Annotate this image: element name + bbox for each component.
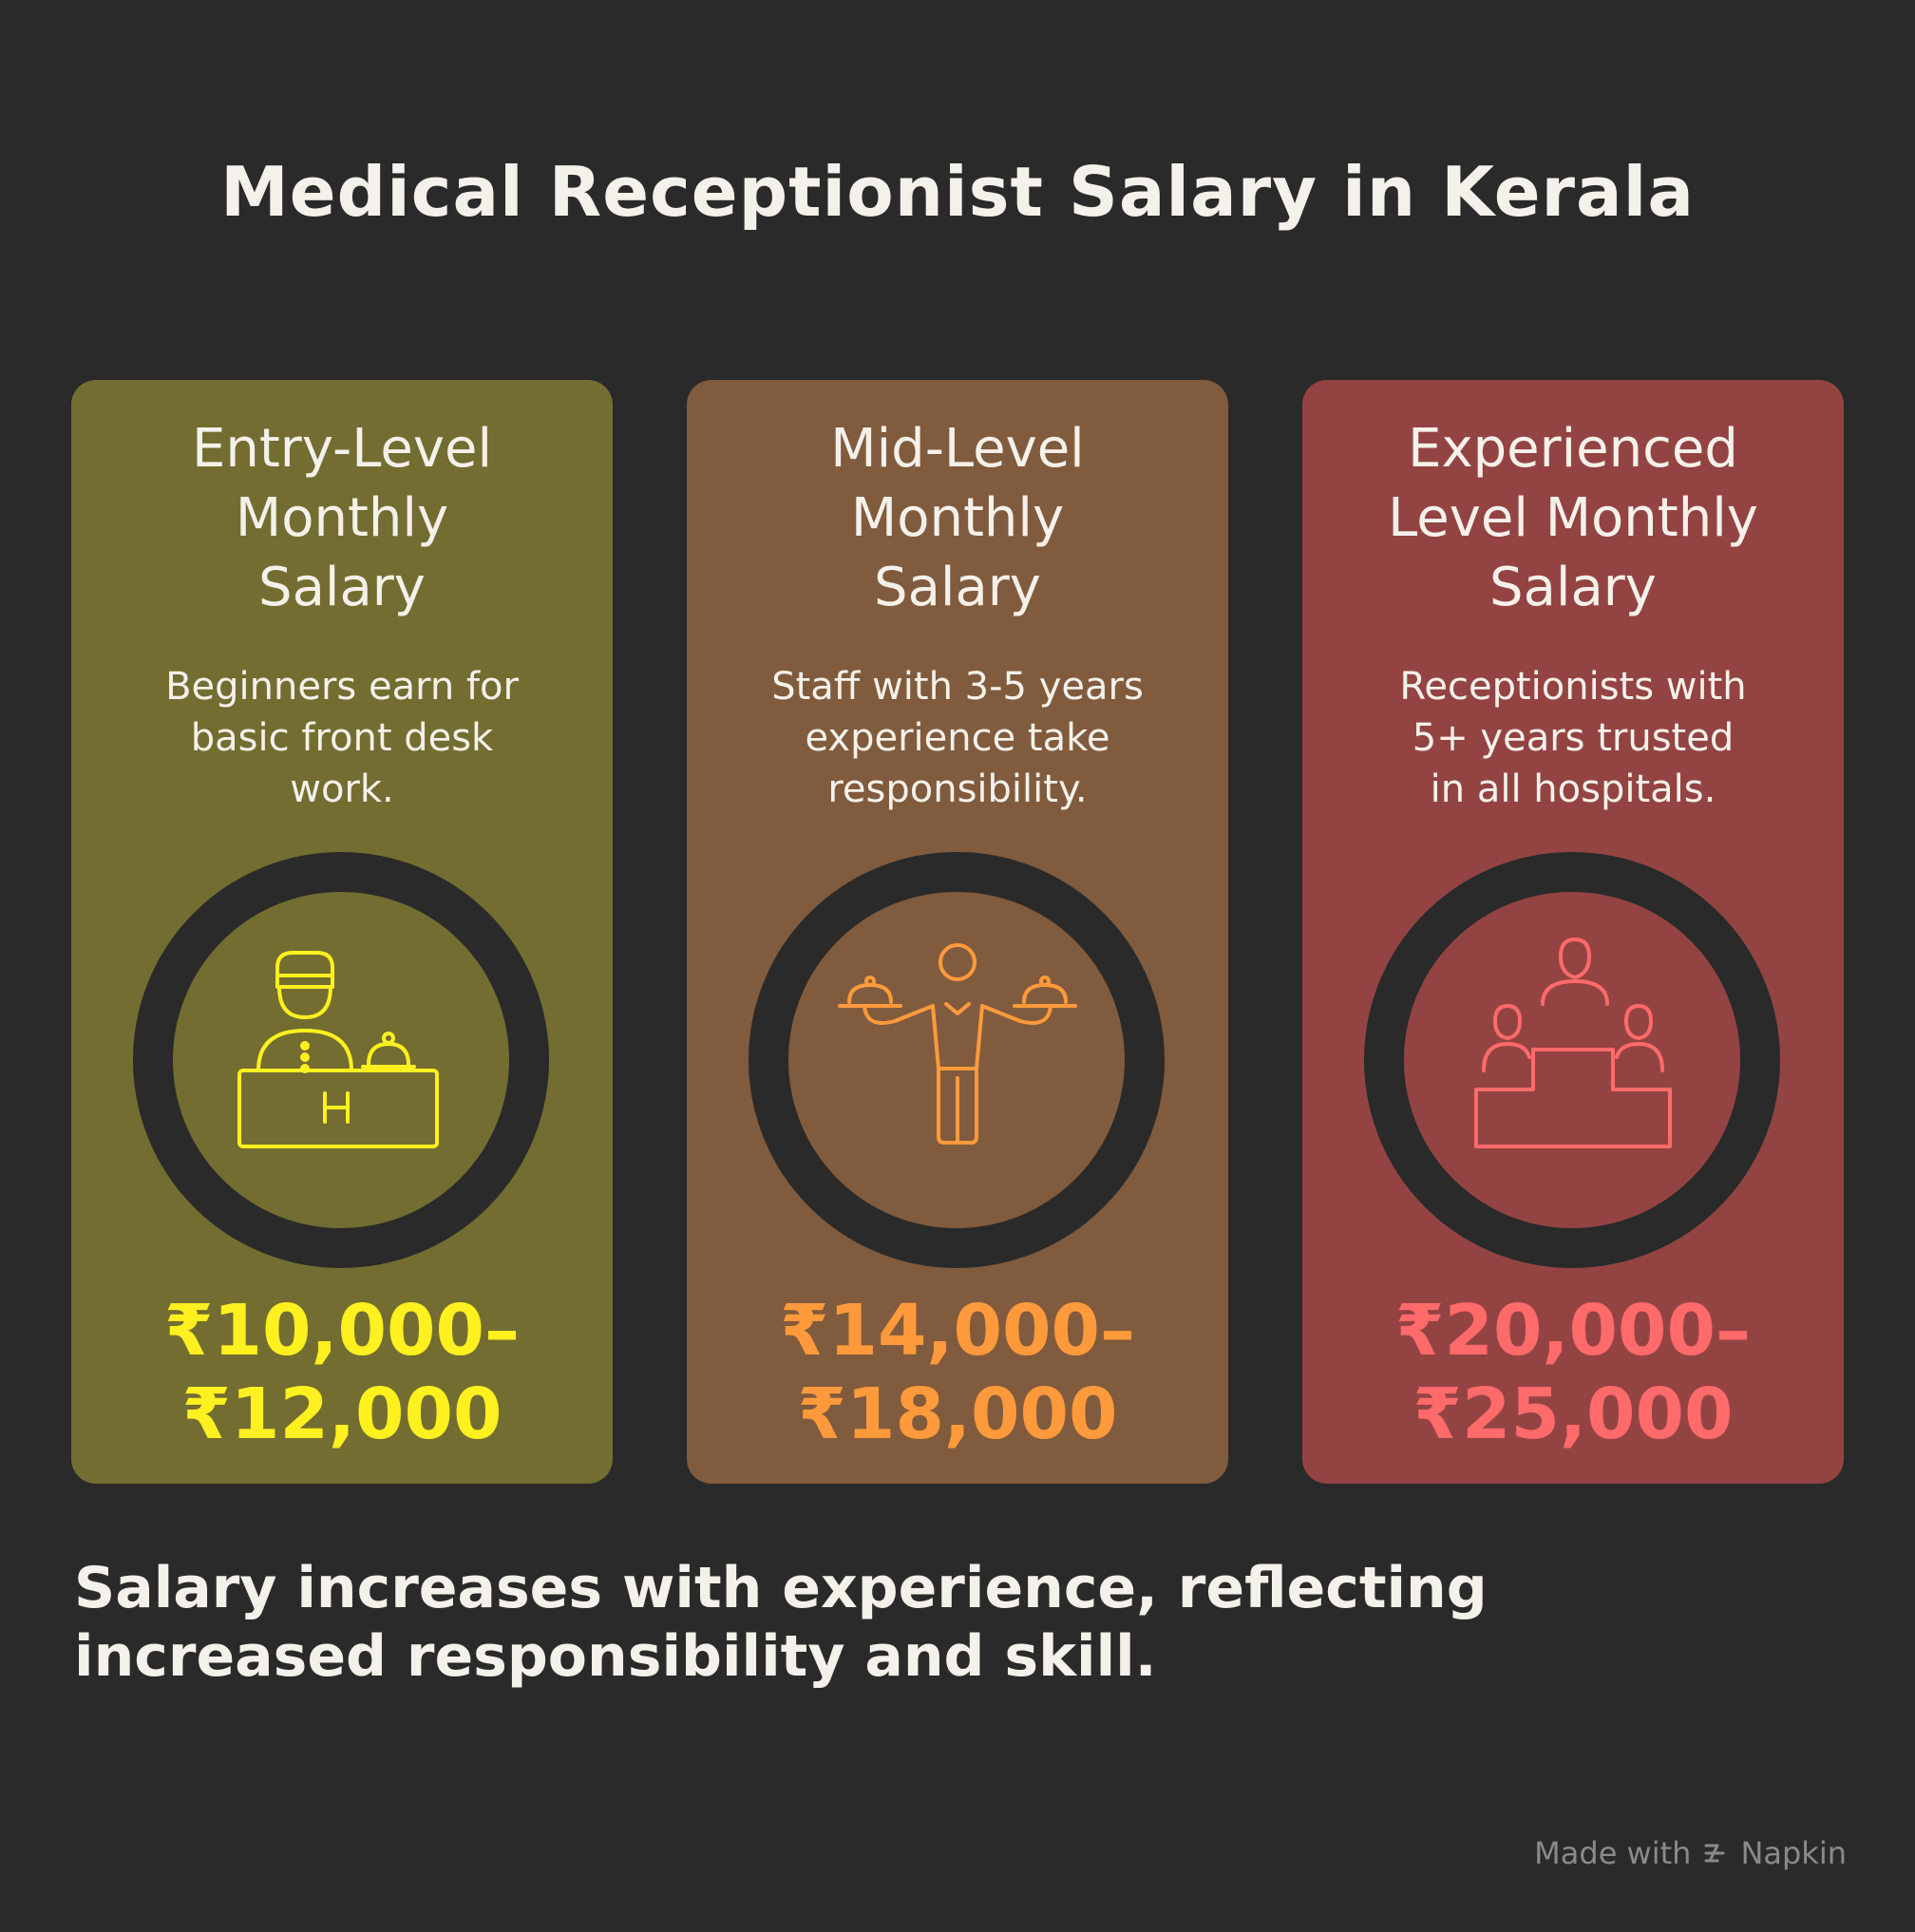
card-entry-level: Entry-Level Monthly Salary Beginners ear… (71, 380, 613, 1484)
salary-range-end: ₹18,000 (797, 1373, 1118, 1455)
salary-range-start: ₹20,000– (1394, 1290, 1752, 1372)
card-experienced-level: Experienced Level Monthly Salary Recepti… (1302, 380, 1844, 1484)
salary-range-end: ₹12,000 (181, 1373, 502, 1455)
card-title: Mid-Level Monthly Salary (830, 418, 1085, 618)
card-description: Staff with 3-5 years experience take res… (771, 665, 1144, 811)
salary-range-start: ₹14,000– (779, 1290, 1136, 1372)
card-mid-level: Mid-Level Monthly Salary Staff with 3-5 … (687, 380, 1228, 1484)
brand-prefix: Made with (1534, 1835, 1692, 1871)
card-title: Experienced Level Monthly Salary (1388, 418, 1758, 618)
salary-range-end: ₹25,000 (1413, 1373, 1734, 1455)
salary-range-start: ₹10,000– (163, 1290, 521, 1372)
hotel-receptionist-desk-icon (237, 951, 439, 1148)
summary-text: Salary increases with experience, reflec… (74, 1555, 1488, 1690)
napkin-logo-icon (1704, 1844, 1725, 1863)
card-description: Receptionists with 5+ years trusted in a… (1399, 665, 1747, 811)
made-with-napkin-badge: Made with Napkin (1534, 1835, 1847, 1871)
card-title: Entry-Level Monthly Salary (191, 418, 493, 618)
podium-people-icon (1474, 938, 1672, 1148)
card-description: Beginners earn for basic front desk work… (165, 665, 519, 811)
waiter-serving-trays-icon (838, 943, 1077, 1145)
infographic-title: Medical Receptionist Salary in Kerala (220, 152, 1695, 232)
brand-name: Napkin (1740, 1835, 1847, 1871)
